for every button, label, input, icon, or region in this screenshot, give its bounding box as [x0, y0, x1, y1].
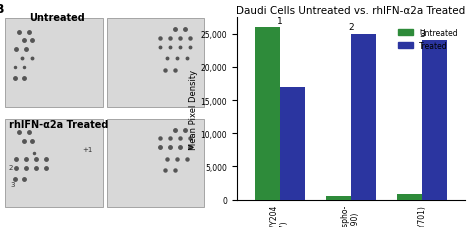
- Bar: [255, 28, 280, 200]
- FancyBboxPatch shape: [107, 120, 204, 207]
- Text: +1: +1: [82, 146, 92, 152]
- Text: 2: 2: [348, 23, 354, 32]
- FancyBboxPatch shape: [107, 19, 204, 107]
- Title: Daudi Cells Untreated vs. rhIFN-α2a Treated: Daudi Cells Untreated vs. rhIFN-α2a Trea…: [236, 6, 465, 16]
- Text: 1: 1: [277, 17, 283, 25]
- Text: 3: 3: [11, 181, 15, 188]
- Text: rhIFN-α2a Treated: rhIFN-α2a Treated: [9, 120, 108, 130]
- Bar: [326, 196, 351, 200]
- Bar: [280, 87, 304, 200]
- Bar: [422, 41, 447, 200]
- Text: 3: 3: [419, 30, 425, 39]
- Y-axis label: Mean Pixel Density: Mean Pixel Density: [189, 69, 198, 149]
- Bar: [351, 35, 375, 200]
- FancyBboxPatch shape: [5, 19, 102, 107]
- Text: Untreated: Untreated: [29, 13, 85, 23]
- Legend: Untreated, Treated: Untreated, Treated: [394, 26, 461, 53]
- Bar: [397, 195, 422, 200]
- Text: 2: 2: [9, 165, 13, 171]
- FancyBboxPatch shape: [5, 120, 102, 207]
- Text: B: B: [0, 3, 4, 16]
